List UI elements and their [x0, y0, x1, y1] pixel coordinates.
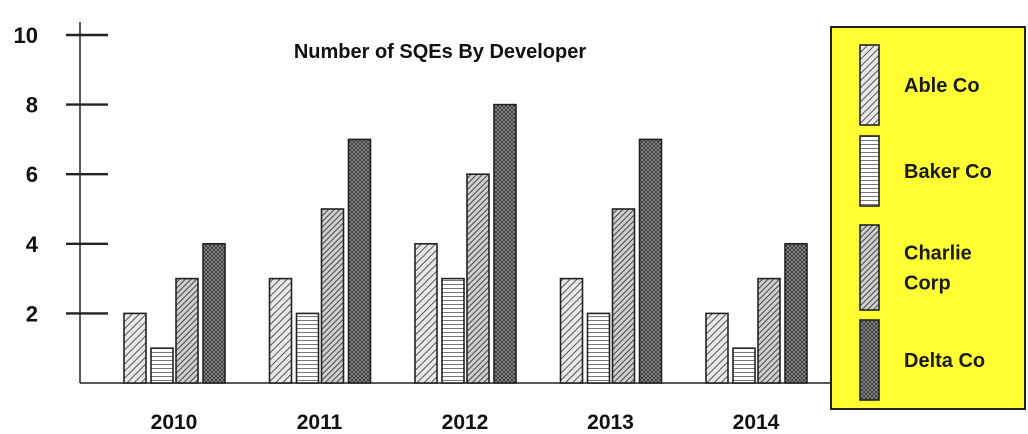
bar-2014-delta-co [784, 243, 808, 384]
bar-2012-delta-co [493, 103, 517, 384]
bar-2010-baker-co [150, 347, 174, 384]
bar-2011-delta-co [347, 138, 372, 384]
bar-2013-charlie-corp [611, 208, 636, 384]
legend-swatch-baker-co [859, 135, 880, 207]
bar-2014-charlie-corp [757, 277, 781, 384]
y-tick-label-6: 6 [26, 162, 38, 187]
y-tick-label-8: 8 [26, 93, 38, 118]
y-tick-label-2: 2 [26, 301, 38, 326]
bars [123, 103, 808, 384]
x-axis-labels: 2010 2011 2012 2013 2014 [151, 411, 780, 434]
bar-2013-delta-co [638, 138, 663, 384]
bar-2011-able-co [268, 277, 293, 384]
bar-2010-delta-co [202, 243, 226, 384]
x-tick-label-2014: 2014 [733, 411, 780, 434]
x-tick-label-2012: 2012 [442, 411, 489, 434]
bar-2013-able-co [559, 277, 584, 384]
x-tick-label-2013: 2013 [587, 411, 634, 434]
chart-title: Number of SQEs By Developer [294, 41, 587, 63]
x-tick-label-2010: 2010 [151, 411, 198, 434]
legend-swatch-delta-co [859, 319, 880, 401]
bar-2012-able-co [414, 243, 438, 384]
bar-2014-baker-co [732, 347, 756, 384]
bar-2012-baker-co [441, 277, 465, 384]
legend-label-able-co: Able Co [904, 75, 980, 97]
legend-label-baker-co: Baker Co [904, 161, 992, 183]
bar-2010-charlie-corp [175, 277, 199, 384]
bar-2014-able-co [705, 312, 729, 384]
legend-swatch-able-co [859, 44, 880, 126]
legend-label-charlie-corp: Charlie Corp [904, 243, 972, 295]
y-tick-label-10: 10 [14, 23, 38, 48]
bar-2011-baker-co [295, 312, 320, 384]
legend-label-delta-co: Delta Co [904, 350, 985, 372]
bar-2010-able-co [123, 312, 147, 384]
bar-2012-charlie-corp [466, 173, 490, 384]
x-tick-label-2011: 2011 [297, 411, 343, 434]
bar-2013-baker-co [586, 312, 611, 384]
bar-2011-charlie-corp [320, 208, 345, 384]
y-tick-label-4: 4 [26, 232, 39, 257]
legend: Able Co Baker Co Charlie Corp Delta Co [830, 26, 1026, 410]
legend-swatch-charlie-corp [859, 224, 880, 311]
y-axis-ticks: 2 4 6 8 10 [14, 23, 108, 326]
